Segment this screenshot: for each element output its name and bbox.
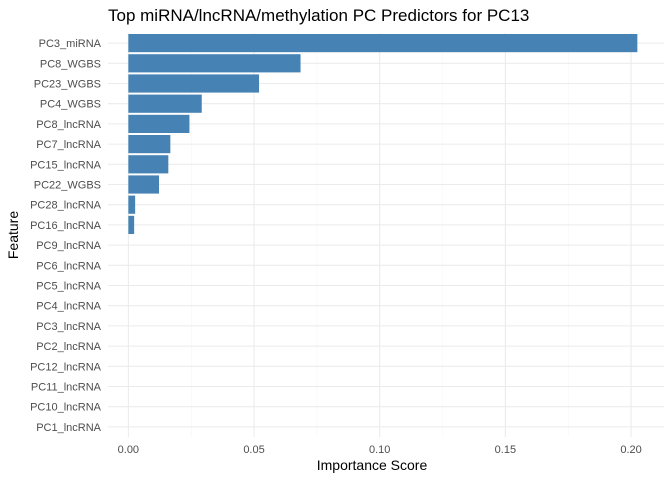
y-tick-label: PC8_WGBS [40, 58, 101, 70]
y-tick-labels: PC3_miRNA PC8_WGBS PC23_WGBS PC4_WGBS PC8_ln… [30, 38, 102, 434]
bar-pc7-lncrna [128, 135, 171, 154]
y-tick-label: PC7_lncRNA [36, 139, 101, 151]
x-tick-label: 0.05 [243, 444, 264, 456]
x-tick-label: 0.10 [369, 444, 390, 456]
x-tick-label: 0.20 [620, 444, 641, 456]
bar-layer [128, 34, 638, 234]
y-tick-label: PC3_miRNA [39, 38, 102, 50]
y-tick-label: PC10_lncRNA [30, 402, 102, 414]
bar-pc8-lncrna [128, 114, 190, 133]
x-tick-label: 0.15 [495, 444, 516, 456]
chart-title: Top miRNA/lncRNA/methylation PC Predicto… [108, 6, 529, 25]
y-tick-label: PC4_WGBS [40, 99, 101, 111]
y-tick-label: PC23_WGBS [34, 79, 101, 91]
y-tick-label: PC22_WGBS [34, 180, 101, 192]
bar-pc4-wgbs [128, 94, 202, 113]
y-tick-label: PC6_lncRNA [36, 260, 101, 272]
x-tick-label: 0.00 [118, 444, 139, 456]
y-tick-label: PC15_lncRNA [30, 159, 102, 171]
y-axis-title: Feature [5, 211, 21, 259]
y-tick-label: PC11_lncRNA [31, 382, 102, 394]
y-tick-label: PC8_lncRNA [36, 119, 101, 131]
x-axis-title: Importance Score [317, 457, 428, 473]
bar-pc16-lncrna [128, 215, 135, 234]
y-tick-label: PC4_lncRNA [36, 301, 101, 313]
y-tick-label: PC5_lncRNA [36, 281, 101, 293]
y-tick-label: PC28_lncRNA [30, 200, 102, 212]
bar-pc8-wgbs [128, 54, 301, 73]
y-tick-label: PC2_lncRNA [36, 341, 101, 353]
y-tick-label: PC16_lncRNA [30, 220, 102, 232]
y-tick-label: PC9_lncRNA [36, 240, 101, 252]
bar-pc3-mirna [128, 34, 638, 53]
y-tick-label: PC1_lncRNA [36, 422, 101, 434]
y-tick-label: PC12_lncRNA [30, 361, 102, 373]
bar-pc23-wgbs [128, 74, 260, 93]
bar-pc22-wgbs [128, 175, 160, 194]
bar-pc15-lncrna [128, 155, 169, 174]
x-tick-labels: 0.00 0.05 0.10 0.15 0.20 [118, 444, 642, 456]
bar-pc28-lncrna [128, 195, 136, 214]
y-tick-label: PC3_lncRNA [36, 321, 101, 333]
